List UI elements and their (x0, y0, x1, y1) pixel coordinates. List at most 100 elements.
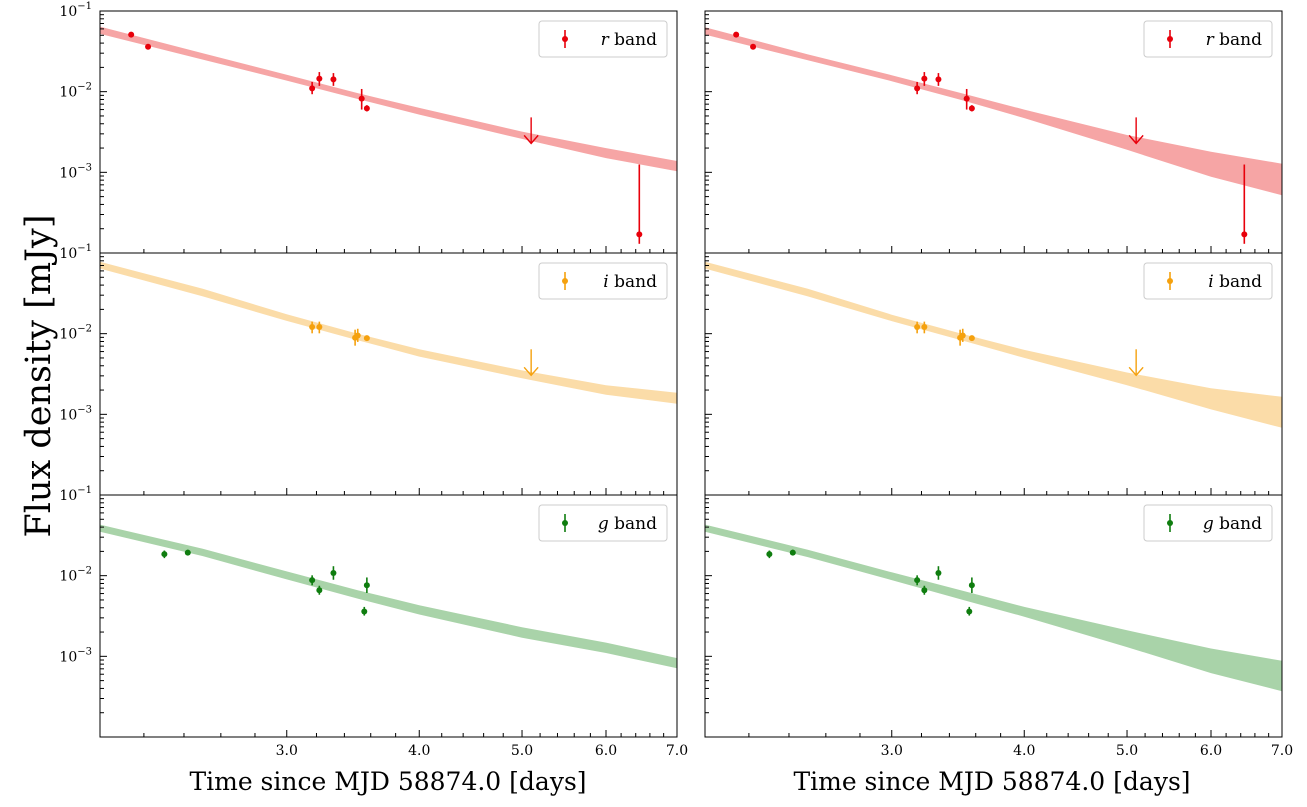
legend: g band (1143, 504, 1273, 542)
data-point (935, 76, 942, 83)
upper-limit-arrowhead (1128, 134, 1144, 145)
data-point (330, 76, 337, 83)
legend-frame (1143, 262, 1273, 300)
data-point (914, 323, 921, 330)
data-point (968, 582, 975, 589)
data-point (145, 43, 152, 50)
legend-frame (538, 20, 668, 58)
y-tick-label: 10−2 (59, 82, 92, 101)
y-axis-label: Flux density [mJy] (19, 215, 59, 538)
panel-r-1: r band (704, 10, 1283, 254)
legend-label: i band (603, 272, 657, 292)
legend: i band (538, 262, 668, 300)
y-tick-label: 10−2 (59, 566, 92, 585)
model-band-i (100, 261, 677, 404)
y-tick-label: 10−3 (59, 162, 92, 181)
axes-frame (704, 494, 1283, 738)
x-axis-label-left: Time since MJD 58874.0 [days] (189, 767, 586, 796)
model-band-r (705, 27, 1282, 196)
panel-i-0: 10−1 10−2 10−3 i band (59, 243, 678, 496)
plot-area (705, 524, 1282, 692)
data-point (363, 105, 370, 112)
data-point (161, 551, 168, 558)
data-point (914, 577, 921, 584)
legend-label: i band (1208, 272, 1262, 292)
y-tick-label: 10−1 (59, 1, 92, 20)
panel-g-1: 3.0 4.0 5.0 6.0 7.0 g band (704, 494, 1293, 759)
panel-i-1: i band (704, 252, 1283, 496)
legend: r band (1143, 20, 1273, 58)
x-tick-label: 4.0 (408, 743, 430, 759)
x-tick-label: 5.0 (511, 743, 533, 759)
data-point (358, 95, 365, 102)
data-point (1241, 231, 1248, 238)
x-tick-label: 7.0 (1271, 743, 1293, 759)
data-point (959, 332, 966, 339)
data-point (789, 549, 796, 556)
legend-label: g band (1203, 514, 1262, 534)
plot-area (705, 27, 1282, 244)
data-point (963, 95, 970, 102)
data-point (309, 323, 316, 330)
upper-limit-arrowhead (523, 366, 539, 377)
x-tick-label: 7.0 (666, 743, 688, 759)
legend-frame (1143, 20, 1273, 58)
data-point (935, 569, 942, 576)
legend-marker (562, 520, 568, 526)
data-point (316, 75, 323, 82)
legend-marker (1167, 278, 1173, 284)
legend-frame (538, 262, 668, 300)
data-point (361, 608, 368, 615)
plot-area (100, 524, 677, 669)
legend-label: g band (598, 514, 657, 534)
legend: g band (538, 504, 668, 542)
data-point (354, 332, 361, 339)
legend-label: r band (601, 30, 658, 50)
data-point (921, 75, 928, 82)
data-point (309, 577, 316, 584)
data-point (966, 608, 973, 615)
data-point (316, 587, 323, 594)
legend-marker (562, 278, 568, 284)
upper-limit-arrowhead (523, 134, 539, 145)
data-point (766, 551, 773, 558)
upper-limit-arrowhead (1128, 366, 1144, 377)
plot-area (100, 26, 677, 244)
y-tick-label: 10−1 (59, 243, 92, 262)
y-tick-label: 10−1 (59, 485, 92, 504)
data-point (363, 335, 370, 342)
data-point (750, 43, 757, 50)
legend: r band (538, 20, 668, 58)
data-point (363, 582, 370, 589)
legend: i band (1143, 262, 1273, 300)
legend-label: r band (1206, 30, 1263, 50)
plot-area (705, 261, 1282, 428)
legend-frame (538, 504, 668, 542)
legend-frame (1143, 504, 1273, 542)
y-tick-label: 10−3 (59, 646, 92, 665)
model-band-g (705, 524, 1282, 692)
data-point (636, 231, 643, 238)
x-tick-label: 3.0 (881, 743, 903, 759)
legend-marker (1167, 520, 1173, 526)
data-point (330, 569, 337, 576)
panel-g-0: 10−1 10−2 10−3 3.0 4.0 5.0 6.0 7.0 g band (59, 485, 688, 759)
panel-r-0: 10−1 10−2 10−3 r band (59, 1, 678, 254)
x-tick-label: 6.0 (595, 743, 617, 759)
legend-marker (1167, 36, 1173, 42)
data-point (921, 587, 928, 594)
data-point (921, 323, 928, 330)
x-tick-label: 3.0 (276, 743, 298, 759)
model-band-i (705, 261, 1282, 428)
model-band-g (100, 524, 677, 669)
axes-frame (99, 494, 678, 738)
x-tick-label: 6.0 (1200, 743, 1222, 759)
data-point (733, 31, 740, 38)
data-point (968, 105, 975, 112)
legend-marker (562, 36, 568, 42)
model-band-r (100, 26, 677, 172)
data-point (184, 549, 191, 556)
